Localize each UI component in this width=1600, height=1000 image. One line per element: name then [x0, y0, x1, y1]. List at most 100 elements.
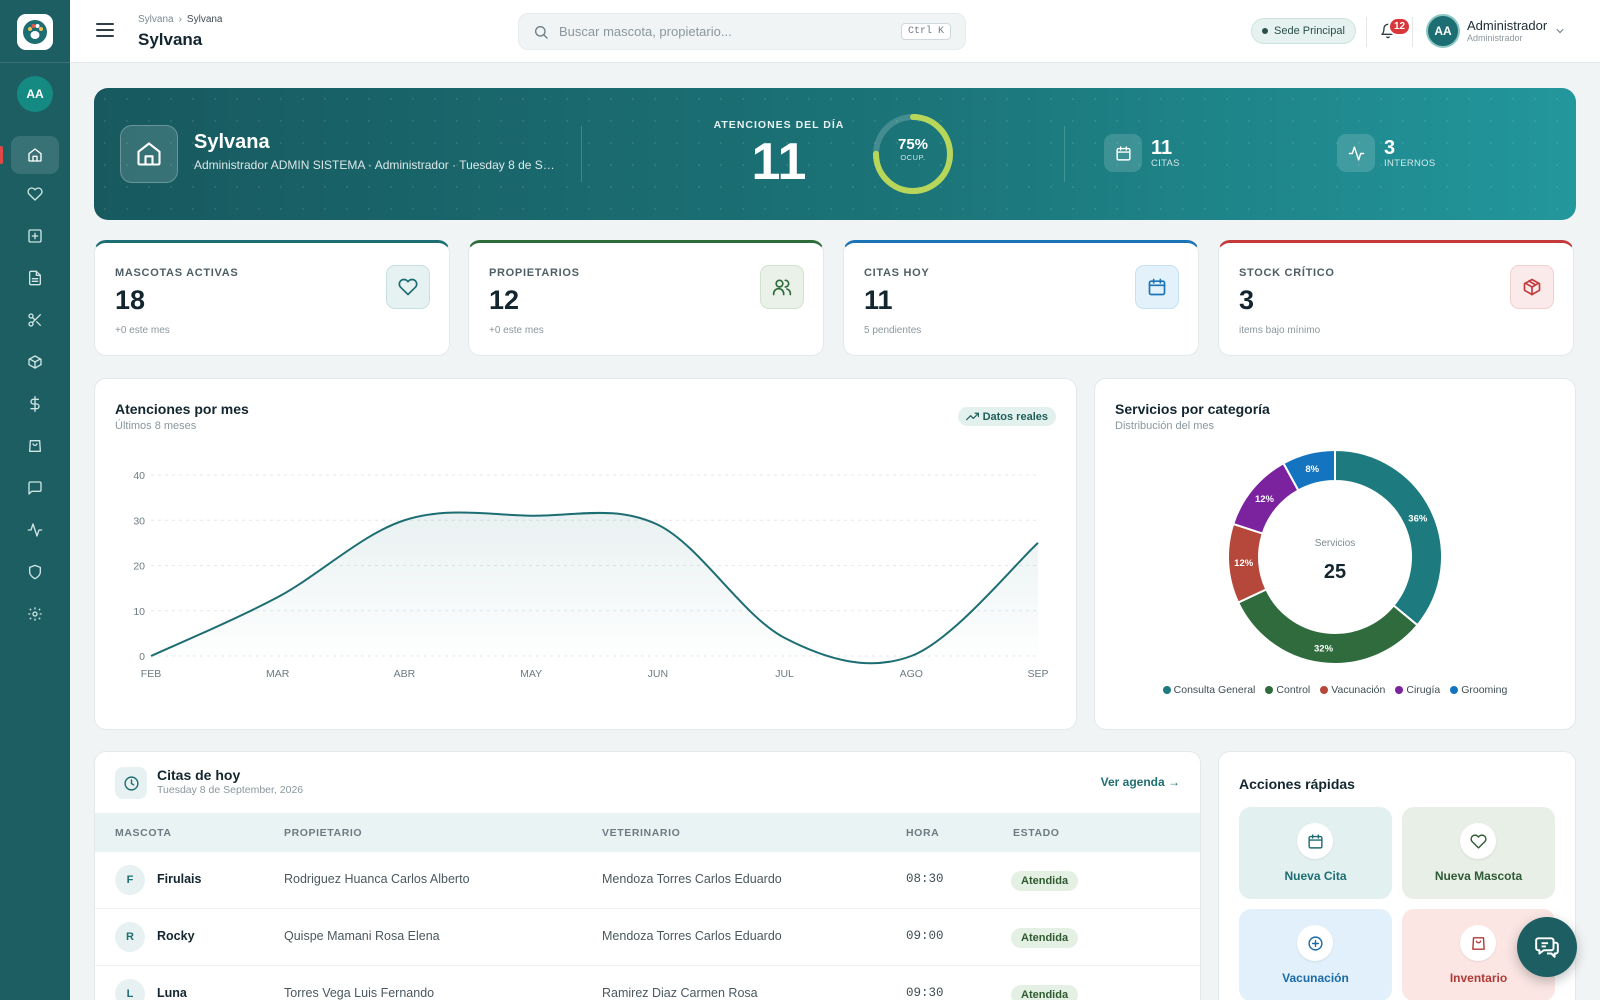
sidebar-item-records[interactable]: [11, 259, 59, 297]
branch-label: Sede Principal: [1274, 25, 1345, 37]
donut-slice[interactable]: [1282, 448, 1336, 492]
calendar-icon: [1115, 145, 1131, 161]
trending-up-icon: [965, 412, 979, 421]
banner-divider: [581, 126, 582, 182]
column-header[interactable]: VETERINARIO: [602, 827, 681, 839]
column-header[interactable]: MASCOTA: [115, 827, 172, 839]
vet-name: Mendoza Torres Carlos Eduardo: [602, 872, 782, 886]
menu-toggle-button[interactable]: [96, 22, 114, 38]
dollar-icon: [30, 396, 40, 412]
sidebar-item-grooming[interactable]: [11, 301, 59, 339]
search-input[interactable]: [559, 24, 891, 39]
chat-fab-button[interactable]: [1517, 917, 1577, 977]
app-logo[interactable]: [17, 14, 53, 50]
heart-icon: [398, 278, 418, 296]
search-bar: Ctrl K: [518, 13, 966, 50]
donut-slice[interactable]: [1334, 448, 1443, 627]
breadcrumb-item[interactable]: Sylvana: [138, 14, 174, 25]
user-menu[interactable]: AA Administrador Administrador: [1426, 14, 1566, 48]
data-point[interactable]: [402, 518, 406, 522]
data-point[interactable]: [909, 654, 913, 658]
data-point[interactable]: [529, 514, 533, 518]
sidebar-item-messages[interactable]: [11, 469, 59, 507]
kpi-value: 3: [1239, 285, 1255, 315]
real-data-badge[interactable]: Datos reales: [957, 407, 1056, 426]
vet-name: Ramirez Diaz Carmen Rosa: [602, 986, 758, 1000]
x-tick-label: ABR: [394, 668, 416, 680]
users-icon: [772, 279, 792, 296]
status-badge: Atendida: [1011, 985, 1079, 1000]
view-agenda-link[interactable]: Ver agenda →: [1100, 775, 1180, 789]
legend-label: Grooming: [1461, 684, 1508, 696]
kpi-label: CITAS HOY: [864, 267, 930, 279]
quick-actions-title: Acciones rápidas: [1239, 776, 1355, 792]
kpi-card-appointments-today[interactable]: CITAS HOY 11 5 pendientes: [843, 240, 1199, 356]
table-row[interactable]: L Luna Torres Vega Luis Fernando Ramirez…: [95, 966, 1200, 1000]
banner-divider: [1064, 126, 1065, 182]
banner-home-badge: [120, 125, 178, 183]
pet-name: Rocky: [157, 929, 195, 943]
data-point[interactable]: [276, 595, 280, 599]
notification-count-badge: 12: [1388, 17, 1412, 36]
services-chart-card: Servicios por categoría Distribución del…: [1094, 378, 1576, 730]
status-dot-icon: [1262, 28, 1268, 34]
quick-action-new-pet[interactable]: Nueva Mascota: [1402, 807, 1555, 899]
kpi-card-critical-stock[interactable]: STOCK CRÍTICO 3 items bajo mínimo: [1218, 240, 1574, 356]
appointment-time: 09:00: [906, 929, 944, 943]
column-header[interactable]: PROPIETARIO: [284, 827, 363, 839]
kpi-icon-box: [1510, 265, 1554, 309]
legend-item[interactable]: Cirugía: [1395, 684, 1440, 696]
quick-action-label: Nueva Mascota: [1434, 869, 1523, 883]
banner-stat-icon-box: [1337, 134, 1375, 172]
user-role: Administrador: [1467, 33, 1523, 43]
x-tick-label: FEB: [141, 668, 161, 680]
home-icon: [137, 142, 161, 166]
kpi-label: PROPIETARIOS: [489, 267, 580, 279]
sidebar-item-medical[interactable]: [11, 217, 59, 255]
legend-label: Vacunación: [1331, 684, 1386, 696]
sidebar-avatar[interactable]: AA: [17, 76, 53, 112]
legend-item[interactable]: Grooming: [1450, 684, 1507, 696]
sidebar-item-shop[interactable]: [11, 427, 59, 465]
chart-subtitle: Distribución del mes: [1115, 420, 1215, 432]
sidebar-item-pets[interactable]: [11, 175, 59, 213]
table-row[interactable]: F Firulais Rodriguez Huanca Carlos Alber…: [95, 852, 1200, 909]
sidebar-item-security[interactable]: [11, 553, 59, 591]
column-header[interactable]: HORA: [906, 827, 940, 839]
branch-selector[interactable]: Sede Principal: [1251, 18, 1356, 44]
search-icon: [535, 25, 548, 39]
data-point[interactable]: [1036, 541, 1040, 545]
clock-icon-box: [115, 767, 147, 799]
y-tick-label: 10: [133, 606, 145, 618]
legend-label: Cirugía: [1406, 684, 1441, 696]
data-point[interactable]: [149, 654, 153, 658]
sidebar-item-inventory[interactable]: [11, 343, 59, 381]
sidebar-item-settings[interactable]: [11, 595, 59, 633]
kpi-footer: items bajo mínimo: [1239, 325, 1321, 336]
sidebar-item-hospitalization[interactable]: [11, 511, 59, 549]
column-header[interactable]: ESTADO: [1013, 827, 1060, 839]
series-area: [151, 512, 1038, 664]
attentions-line-chart: 0 10 20 30 40 FEB MAR ABR MAY JUN JUL AGO SEP: [133, 470, 1048, 680]
data-point[interactable]: [783, 636, 787, 640]
breadcrumb-current: Sylvana: [186, 14, 223, 25]
shield-icon: [29, 564, 41, 580]
status-badge: Atendida: [1011, 928, 1079, 948]
sidebar-item-billing[interactable]: [11, 385, 59, 423]
quick-action-vaccination[interactable]: Vacunación: [1239, 909, 1392, 1000]
banner-stat-value: 3: [1384, 136, 1396, 159]
kpi-card-active-pets[interactable]: MASCOTAS ACTIVAS 18 +0 este mes: [94, 240, 450, 356]
table-row[interactable]: R Rocky Quispe Mamani Rosa Elena Mendoza…: [95, 909, 1200, 966]
sidebar-item-home[interactable]: [0, 136, 59, 174]
slice-percent-label: 12%: [1255, 494, 1275, 505]
legend-dot-icon: [1320, 686, 1329, 694]
kpi-icon-box: [1135, 265, 1179, 309]
pet-name: Luna: [157, 986, 187, 1000]
owner-name: Quispe Mamani Rosa Elena: [284, 929, 440, 943]
legend-item[interactable]: Vacunación: [1320, 684, 1385, 696]
legend-item[interactable]: Control: [1265, 684, 1310, 696]
legend-item[interactable]: Consulta General: [1162, 684, 1255, 696]
kpi-card-owners[interactable]: PROPIETARIOS 12 +0 este mes: [468, 240, 824, 356]
quick-action-new-appointment[interactable]: Nueva Cita: [1239, 807, 1392, 899]
data-point[interactable]: [656, 523, 660, 527]
